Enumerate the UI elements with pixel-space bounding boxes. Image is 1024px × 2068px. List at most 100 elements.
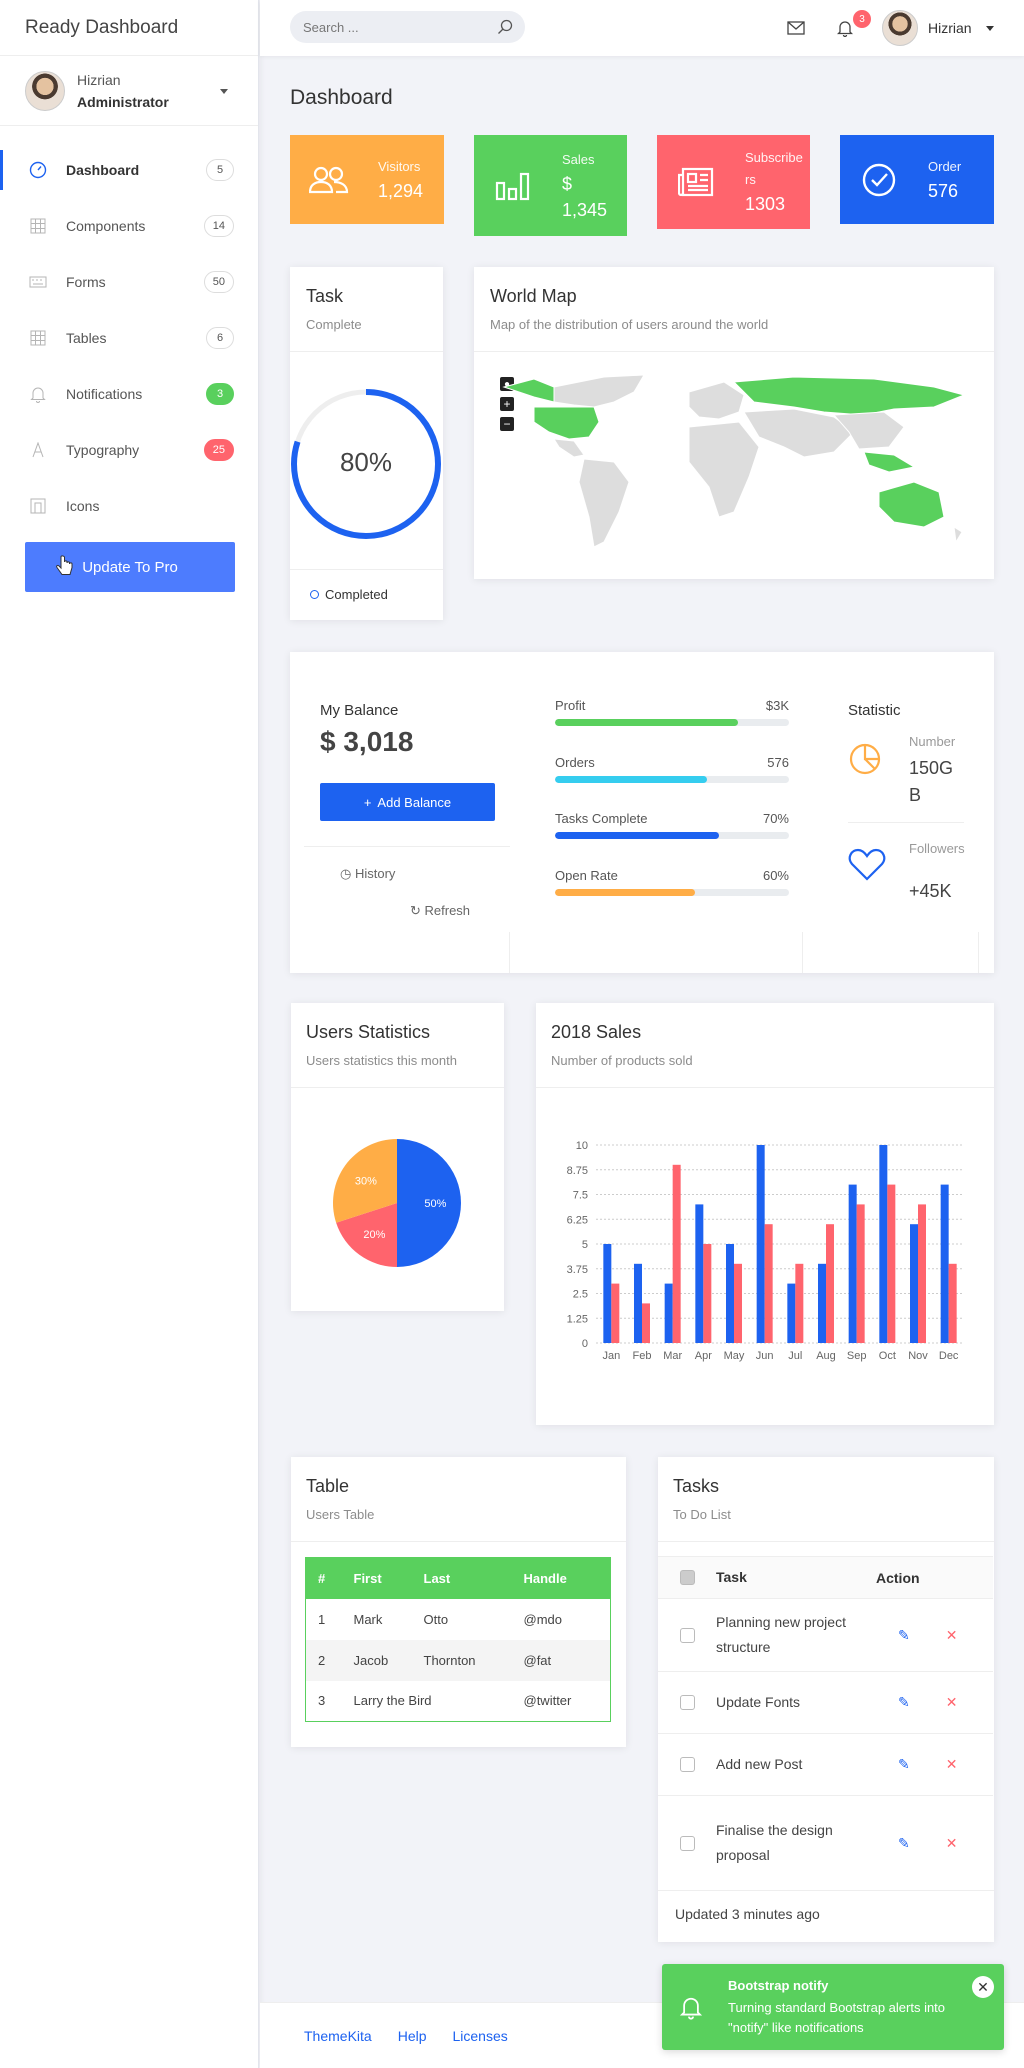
search-input[interactable]: Search ... xyxy=(290,11,525,43)
add-balance-button[interactable]: + Add Balance xyxy=(320,783,495,821)
bar[interactable] xyxy=(879,1145,888,1343)
bar[interactable] xyxy=(611,1283,620,1343)
bar[interactable] xyxy=(856,1204,865,1343)
users-statistics-card: Users Statistics Users statistics this m… xyxy=(291,1003,504,1311)
bar[interactable] xyxy=(826,1224,834,1343)
sidebar-item-label: Tables xyxy=(66,330,107,346)
bell-icon[interactable] xyxy=(836,19,854,40)
pie-label: 30% xyxy=(355,1175,377,1187)
sidebar-item-tables[interactable]: Tables 6 xyxy=(0,310,258,366)
number-value: 150GB xyxy=(909,758,954,805)
tasks-updated: Updated 3 minutes ago xyxy=(675,1906,820,1922)
count-badge: 5 xyxy=(206,159,234,181)
progress-fill xyxy=(555,719,738,726)
pie-label: 20% xyxy=(363,1229,385,1241)
sidebar-item-dashboard[interactable]: Dashboard 5 xyxy=(0,142,258,198)
progress-value: 70% xyxy=(762,811,789,826)
bar[interactable] xyxy=(795,1263,804,1343)
bar[interactable] xyxy=(642,1303,650,1343)
newspaper-icon xyxy=(671,167,721,197)
map-zoom-in-button[interactable]: + xyxy=(500,397,514,411)
edit-icon[interactable]: ✎ xyxy=(898,1834,910,1851)
chevron-down-icon[interactable] xyxy=(986,26,994,31)
plus-icon: + xyxy=(363,794,372,810)
footer-link-licenses[interactable]: Licenses xyxy=(452,2027,508,2044)
edit-icon[interactable]: ✎ xyxy=(898,1694,910,1710)
sidebar-item-components[interactable]: Components 14 xyxy=(0,198,258,254)
pie-slice[interactable] xyxy=(333,1139,397,1223)
sidebar-user[interactable]: Hizrian Administrator xyxy=(0,56,258,126)
bar[interactable] xyxy=(848,1184,857,1343)
bar[interactable] xyxy=(672,1164,681,1343)
bar[interactable] xyxy=(664,1283,673,1343)
bar[interactable] xyxy=(948,1263,957,1343)
stat-card-visitors: Visitors 1,294 xyxy=(290,135,444,224)
close-icon[interactable]: ✕ xyxy=(972,1976,994,1998)
keyboard-icon xyxy=(28,272,48,292)
footer-link-help[interactable]: Help xyxy=(397,2027,427,2044)
bar[interactable] xyxy=(887,1184,896,1343)
edit-icon[interactable]: ✎ xyxy=(898,1756,910,1772)
bar[interactable] xyxy=(603,1244,612,1343)
column-header[interactable]: # xyxy=(305,1557,342,1599)
task-checkbox[interactable] xyxy=(680,1627,695,1643)
list-item: Planning new project structure ✎ ✕ xyxy=(658,1598,993,1671)
bar[interactable] xyxy=(695,1204,704,1343)
pie-slice[interactable] xyxy=(397,1139,461,1267)
close-icon[interactable]: ✕ xyxy=(945,1694,958,1710)
bar[interactable] xyxy=(940,1184,949,1343)
sidebar-item-icons[interactable]: Icons xyxy=(0,478,258,534)
stat-card-sales: Sales $ 1,345 xyxy=(474,135,627,236)
bar[interactable] xyxy=(764,1224,773,1343)
y-tick-label: 10 xyxy=(576,1140,588,1152)
bar[interactable] xyxy=(787,1283,796,1343)
bar[interactable] xyxy=(910,1224,918,1343)
task-checkbox[interactable] xyxy=(680,1757,695,1772)
close-icon[interactable]: ✕ xyxy=(945,1756,958,1772)
bar[interactable] xyxy=(634,1263,642,1343)
bar[interactable] xyxy=(726,1244,734,1343)
mail-icon[interactable] xyxy=(787,21,805,38)
search-icon[interactable] xyxy=(497,19,513,38)
chevron-down-icon[interactable] xyxy=(220,89,228,94)
toast-message: Turning standard Bootstrap alerts into "… xyxy=(728,2000,946,2035)
card-title: World Map xyxy=(490,286,577,306)
close-icon[interactable]: ✕ xyxy=(945,1834,958,1851)
map-zoom-out-button[interactable]: − xyxy=(500,417,514,431)
x-tick-label: Feb xyxy=(633,1350,652,1362)
table-card: Table Users Table xyxy=(291,1457,626,1747)
task-checkbox[interactable] xyxy=(680,1695,695,1710)
header-user-menu[interactable]: Hizrian xyxy=(882,10,972,46)
refresh-link[interactable]: ↻ Refresh xyxy=(410,903,470,919)
bar[interactable] xyxy=(918,1204,926,1343)
progress-circle xyxy=(291,389,441,539)
edit-icon[interactable]: ✎ xyxy=(898,1626,910,1643)
bar[interactable] xyxy=(756,1145,765,1343)
bar[interactable] xyxy=(734,1263,742,1343)
user-name: Hizrian xyxy=(77,71,121,88)
history-link[interactable]: ◷ History xyxy=(340,866,395,882)
legend-completed: Completed xyxy=(310,587,388,602)
sidebar-item-notifications[interactable]: Notifications 3 xyxy=(0,366,258,422)
close-icon[interactable]: ✕ xyxy=(945,1626,958,1643)
pie-slice[interactable] xyxy=(336,1203,397,1267)
hand-cursor-icon xyxy=(55,555,73,583)
column-header[interactable]: Last xyxy=(411,1557,512,1599)
x-tick-label: Mar xyxy=(663,1350,682,1362)
select-all-checkbox[interactable] xyxy=(680,1570,695,1585)
sidebar-item-label: Typography xyxy=(66,442,140,458)
bar[interactable] xyxy=(703,1244,712,1343)
update-to-pro-button[interactable]: Update To Pro xyxy=(25,542,235,592)
bar[interactable] xyxy=(818,1263,826,1343)
tasks-card: Tasks To Do List xyxy=(658,1457,994,1942)
task-checkbox[interactable] xyxy=(680,1835,695,1851)
column-header[interactable]: Handle xyxy=(511,1557,611,1599)
footer-link-themekita[interactable]: ThemeKita xyxy=(304,2027,372,2044)
refresh-icon: ↻ xyxy=(410,903,425,918)
sidebar-item-forms[interactable]: Forms 50 xyxy=(0,254,258,310)
brand-logo[interactable]: Ready Dashboard xyxy=(0,0,258,56)
column-header[interactable]: First xyxy=(341,1557,412,1599)
sidebar-item-typography[interactable]: Typography 25 xyxy=(0,422,258,478)
table-cell: Jacob xyxy=(341,1639,412,1681)
world-map[interactable] xyxy=(494,367,974,557)
